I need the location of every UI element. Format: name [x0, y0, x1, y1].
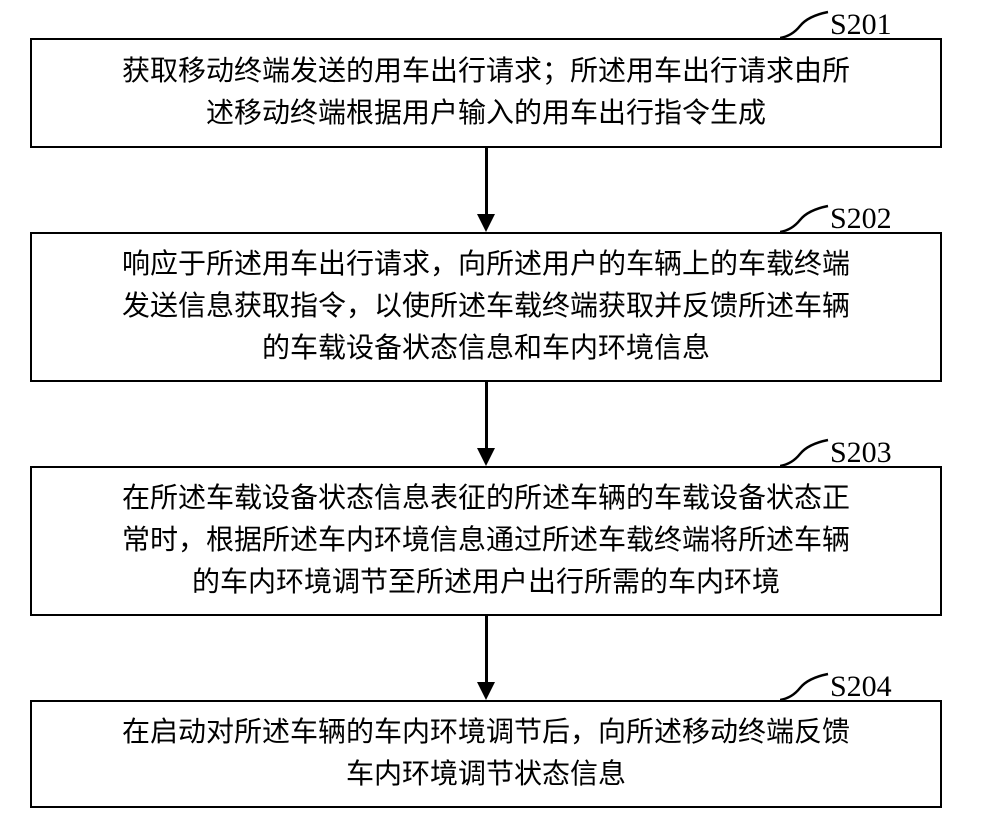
label-s201: S201 — [830, 8, 892, 42]
arrow-3-line — [485, 616, 488, 682]
squiggle-s204 — [780, 670, 830, 702]
arrow-3-head — [477, 682, 495, 700]
label-s202: S202 — [830, 202, 892, 236]
label-s203: S203 — [830, 436, 892, 470]
flowchart-canvas: S201 获取移动终端发送的用车出行请求；所述用车出行请求由所 述移动终端根据用… — [0, 0, 1000, 821]
arrow-2-line — [485, 382, 488, 448]
node-s203: 在所述车载设备状态信息表征的所述车辆的车载设备状态正 常时，根据所述车内环境信息… — [30, 466, 942, 616]
node-s202: 响应于所述用车出行请求，向所述用户的车辆上的车载终端 发送信息获取指令，以使所述… — [30, 232, 942, 382]
squiggle-s202 — [780, 202, 830, 234]
arrow-1-head — [477, 214, 495, 232]
arrow-1-line — [485, 148, 488, 214]
squiggle-s203 — [780, 436, 830, 468]
node-s201-text: 获取移动终端发送的用车出行请求；所述用车出行请求由所 述移动终端根据用户输入的用… — [122, 51, 850, 135]
node-s204: 在启动对所述车辆的车内环境调节后，向所述移动终端反馈 车内环境调节状态信息 — [30, 700, 942, 808]
node-s201: 获取移动终端发送的用车出行请求；所述用车出行请求由所 述移动终端根据用户输入的用… — [30, 38, 942, 148]
arrow-2-head — [477, 448, 495, 466]
label-s204: S204 — [830, 670, 892, 704]
node-s204-text: 在启动对所述车辆的车内环境调节后，向所述移动终端反馈 车内环境调节状态信息 — [122, 712, 850, 796]
node-s203-text: 在所述车载设备状态信息表征的所述车辆的车载设备状态正 常时，根据所述车内环境信息… — [122, 478, 850, 604]
squiggle-s201 — [780, 8, 830, 40]
node-s202-text: 响应于所述用车出行请求，向所述用户的车辆上的车载终端 发送信息获取指令，以使所述… — [122, 244, 850, 370]
